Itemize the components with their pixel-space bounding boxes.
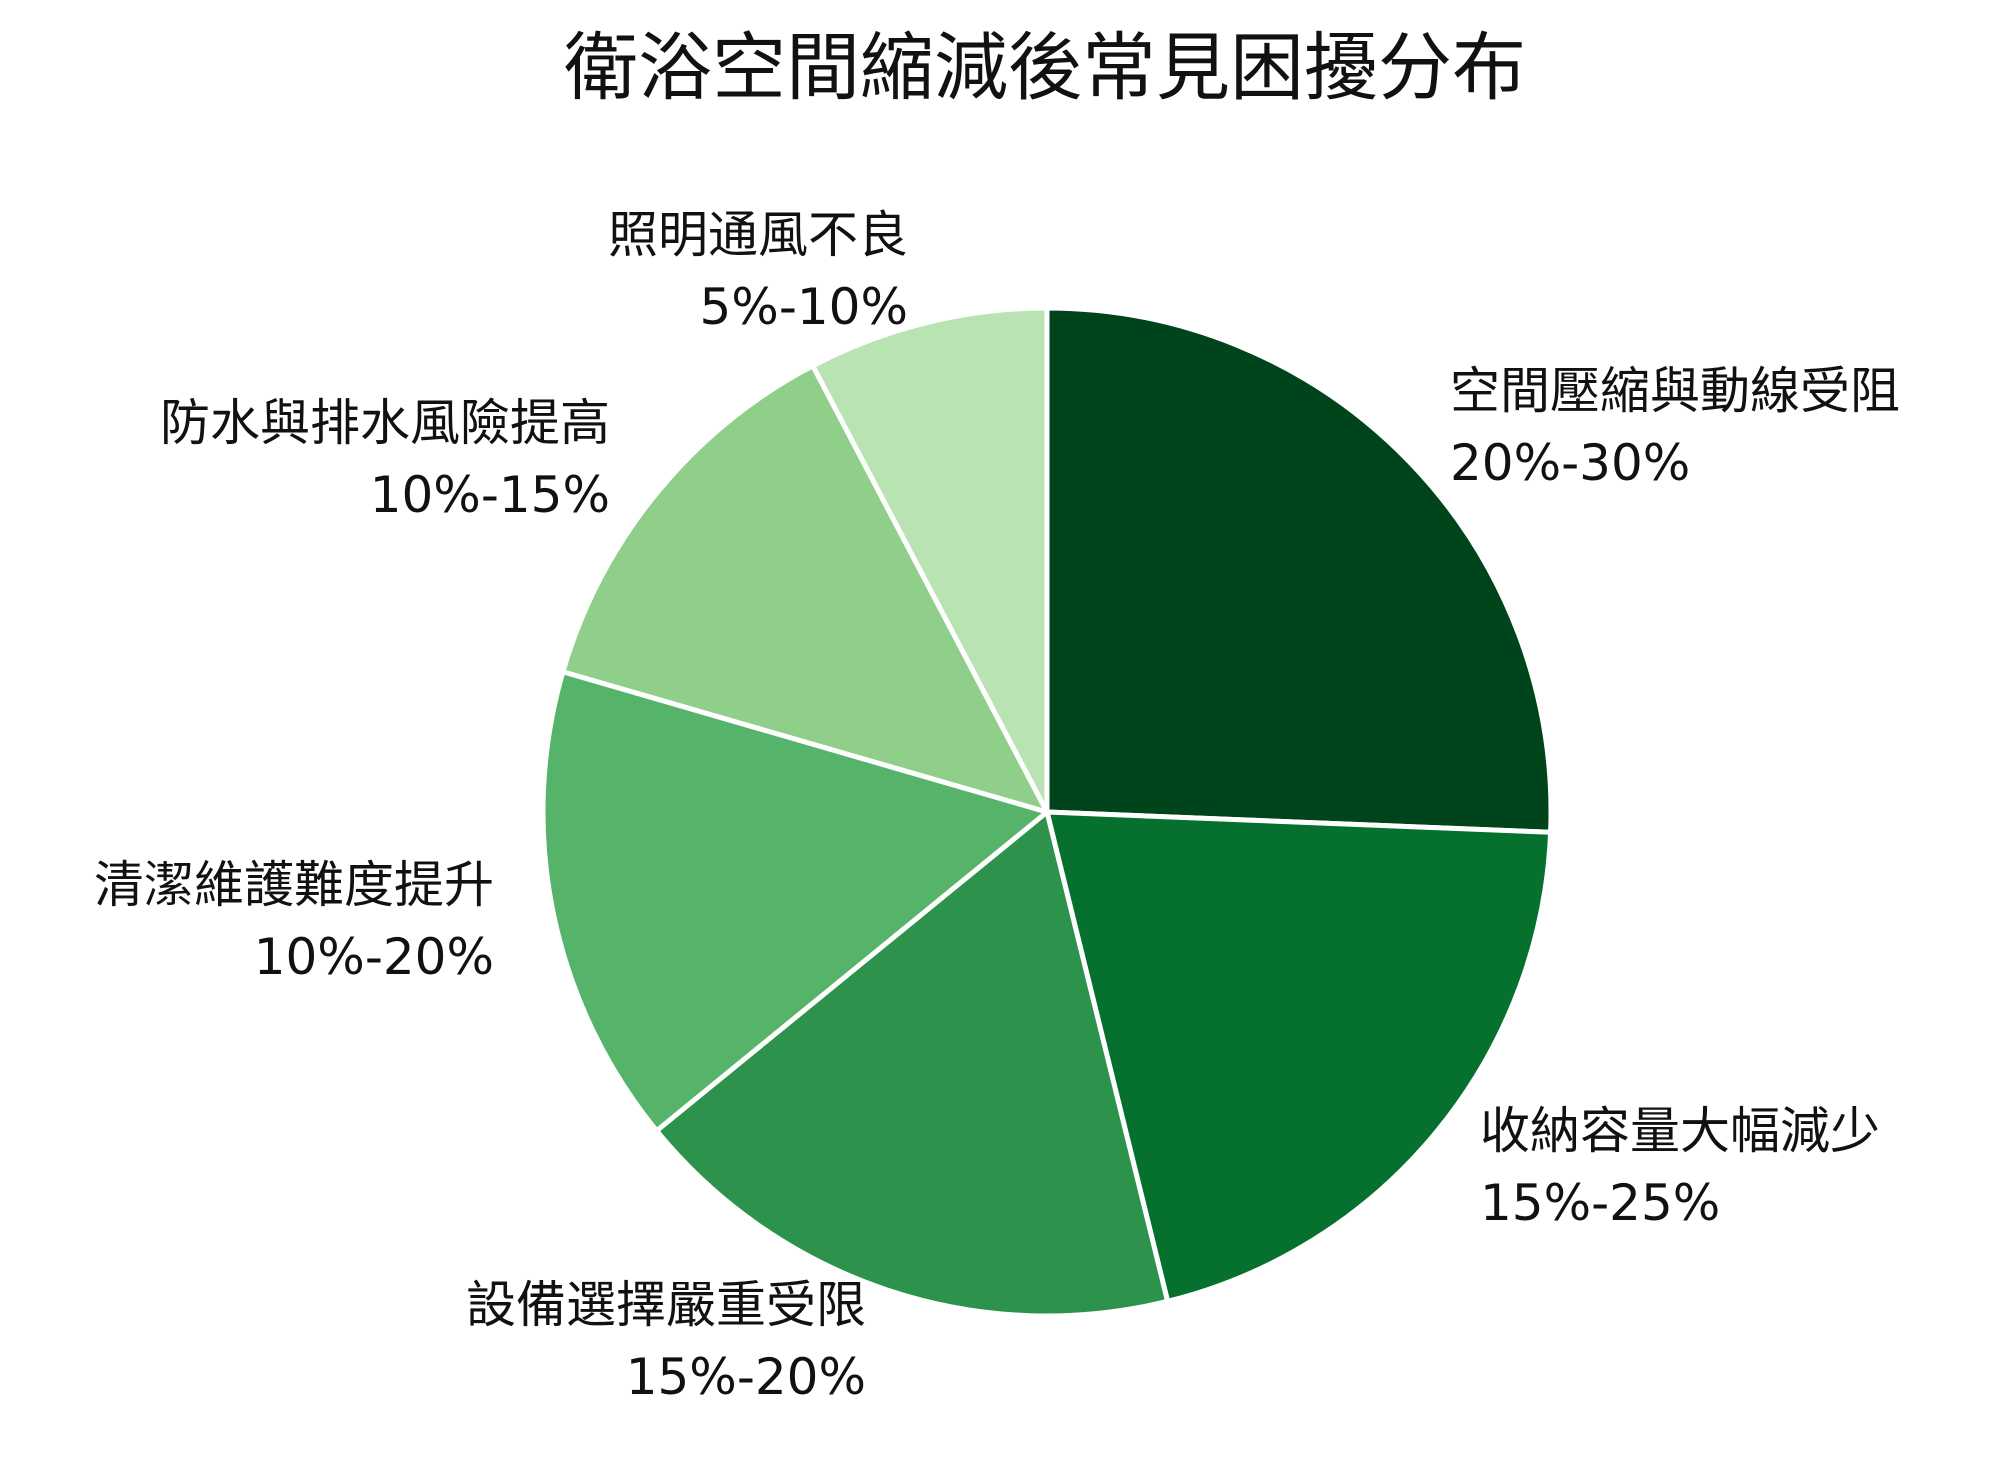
slice-value-label: 5%-10% bbox=[700, 278, 909, 336]
pie-slice bbox=[1044, 305, 1554, 835]
slice-value-label: 15%-25% bbox=[1480, 1174, 1720, 1232]
chart-title: 衛浴空間縮減後常見困擾分布 bbox=[564, 25, 1526, 111]
slice-label: 空間壓縮與動線受阻 bbox=[1450, 362, 1900, 420]
pie-slices bbox=[540, 305, 1554, 1319]
pie-slice bbox=[560, 363, 1050, 815]
pie-slice bbox=[654, 809, 1171, 1319]
pie-slice bbox=[810, 305, 1050, 815]
pie-slice bbox=[540, 669, 1050, 1134]
slice-value-label: 20%-30% bbox=[1450, 434, 1690, 492]
slice-label: 收納容量大幅減少 bbox=[1480, 1102, 1880, 1160]
slice-value-label: 10%-15% bbox=[370, 466, 610, 524]
slice-label: 防水與排水風險提高 bbox=[160, 394, 610, 452]
pie-slice bbox=[1044, 809, 1554, 1304]
slice-label: 設備選擇嚴重受限 bbox=[466, 1276, 866, 1334]
slice-label: 照明通風不良 bbox=[608, 206, 908, 264]
slice-label: 清潔維護難度提升 bbox=[94, 856, 494, 914]
slice-value-label: 10%-20% bbox=[254, 928, 494, 986]
pie-labels: 空間壓縮與動線受阻 20%-30% 收納容量大幅減少 15%-25% 設備選擇嚴重受限 1… bbox=[94, 206, 1900, 1406]
slice-value-label: 15%-20% bbox=[626, 1348, 866, 1406]
